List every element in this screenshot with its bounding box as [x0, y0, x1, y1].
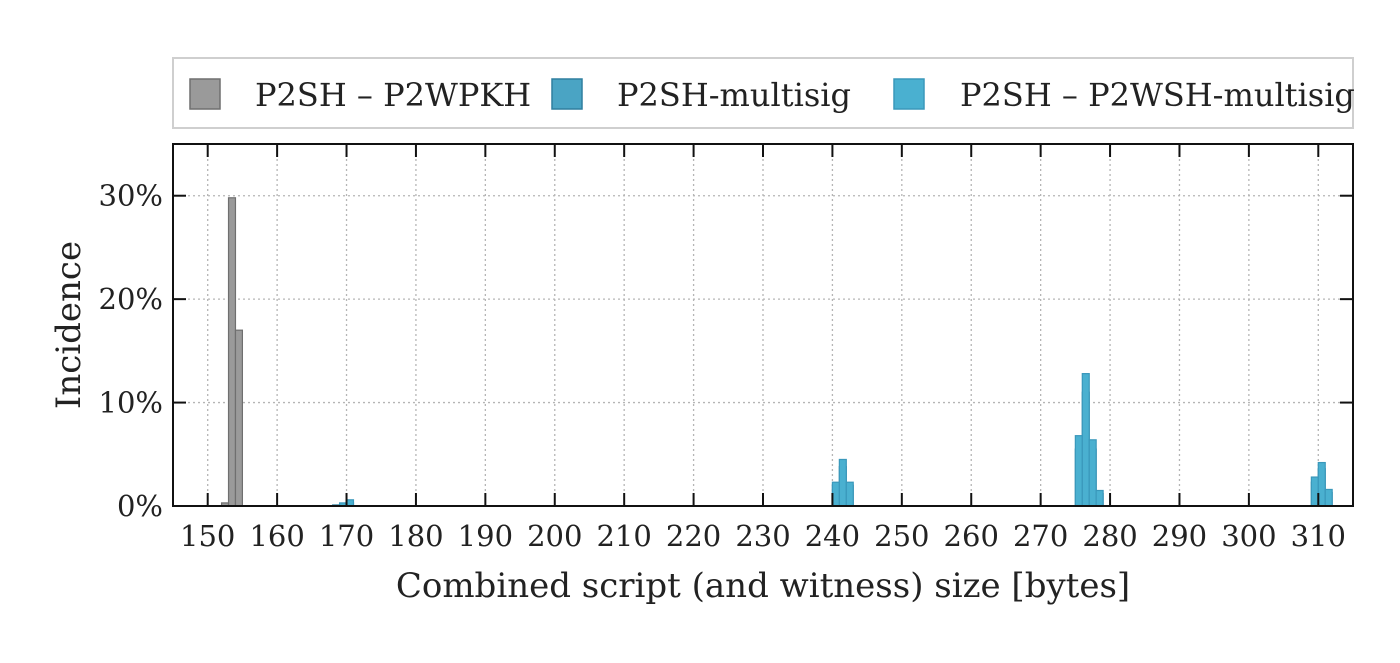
- bar-series-3: [1310, 476, 1319, 507]
- x-tick-label: 190: [458, 519, 513, 553]
- bar-series-3: [831, 481, 840, 507]
- bar-series-3: [1081, 373, 1090, 507]
- legend-label-p2sh-multisig: P2SH-multisig: [617, 76, 851, 114]
- x-tick-label: 250: [874, 519, 929, 553]
- x-tick-label: 300: [1221, 519, 1276, 553]
- x-tick-label: 200: [527, 519, 582, 553]
- x-tick-label: 260: [944, 519, 999, 553]
- bar-series-1: [234, 329, 244, 507]
- x-tick-label: 160: [249, 519, 304, 553]
- y-tick-labels: 0% 10% 20% 30%: [99, 179, 163, 523]
- x-tick-label: 310: [1291, 519, 1346, 553]
- y-axis-title: Incidence: [49, 241, 89, 409]
- legend-swatch-p2sh-multisig: [551, 78, 583, 110]
- x-tick-label: 210: [596, 519, 651, 553]
- legend-swatch-p2sh-p2wsh-multisig: [893, 78, 925, 110]
- y-tick-label: 10%: [99, 386, 163, 420]
- bar-series-3: [1074, 435, 1083, 507]
- legend: P2SH – P2WPKH P2SH-multisig P2SH – P2WSH…: [172, 57, 1355, 129]
- bar-series-3: [1088, 439, 1097, 507]
- x-axis-title: Combined script (and witness) size [byte…: [396, 566, 1130, 606]
- x-tick-label: 240: [805, 519, 860, 553]
- x-tick-label: 180: [388, 519, 443, 553]
- x-tick-label: 220: [666, 519, 721, 553]
- x-tick-label: 290: [1152, 519, 1207, 553]
- grid-lines: [173, 144, 1353, 506]
- x-tick-labels: 150 160 170 180 190 200 210 220 230 240 250 260 270 2…: [180, 519, 1346, 553]
- legend-label-p2sh-p2wpkh: P2SH – P2WPKH: [255, 76, 531, 114]
- histogram-bars: [220, 197, 1333, 507]
- x-tick-label: 170: [319, 519, 374, 553]
- bar-series-3: [838, 458, 847, 507]
- y-tick-label: 30%: [99, 179, 163, 213]
- bar-series-3: [1317, 461, 1326, 507]
- bar-series-1: [227, 197, 237, 507]
- y-tick-label: 0%: [117, 489, 163, 523]
- bar-series-3: [845, 481, 854, 507]
- bar-series-3: [1095, 489, 1104, 507]
- legend-label-p2sh-p2wsh-multisig: P2SH – P2WSH-multisig: [960, 76, 1355, 114]
- x-tick-label: 270: [1013, 519, 1068, 553]
- bar-series-3: [1324, 488, 1333, 507]
- x-tick-label: 280: [1082, 519, 1137, 553]
- x-tick-label: 230: [735, 519, 790, 553]
- legend-box: [172, 57, 1354, 129]
- x-tick-label: 150: [180, 519, 235, 553]
- legend-swatch-p2sh-p2wpkh: [189, 78, 221, 110]
- y-tick-label: 20%: [99, 282, 163, 316]
- axis-ticks: [173, 144, 1353, 507]
